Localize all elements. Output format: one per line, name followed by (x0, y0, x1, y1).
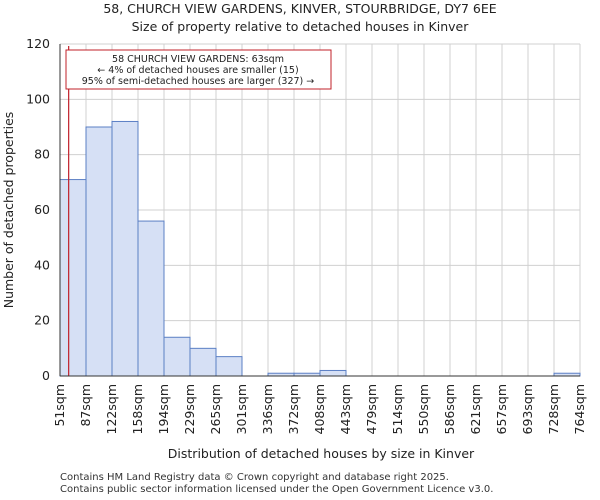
annotation-box: 58 CHURCH VIEW GARDENS: 63sqm ← 4% of de… (65, 49, 332, 90)
annotation-line-1: 58 CHURCH VIEW GARDENS: 63sqm (112, 54, 284, 65)
x-tick-label: 514sqm (390, 384, 405, 434)
bar (189, 347, 217, 377)
y-tick-label: 20 (34, 313, 50, 328)
x-tick-label: 122sqm (104, 384, 119, 434)
x-axis-label: Distribution of detached houses by size … (168, 446, 475, 461)
y-tick-label: 80 (34, 147, 50, 162)
x-tick-label: 301sqm (234, 384, 249, 434)
footer-attribution-1: Contains HM Land Registry data © Crown c… (60, 472, 449, 483)
x-tick-label: 408sqm (312, 384, 327, 434)
footer-attribution-2: Contains public sector information licen… (60, 484, 494, 495)
grid-lines (59, 43, 581, 377)
y-tick-label: 120 (26, 36, 50, 51)
y-axis-label: Number of detached properties (1, 112, 16, 309)
y-tick-label: 100 (26, 91, 50, 106)
x-tick-label: 764sqm (572, 384, 587, 434)
annotation-line-3: 95% of semi-detached houses are larger (… (82, 76, 315, 87)
x-tick-label: 87sqm (78, 384, 93, 427)
bar (85, 126, 113, 377)
annotation-border (65, 49, 332, 90)
x-tick-label: 229sqm (182, 384, 197, 434)
x-tick-label: 479sqm (364, 384, 379, 434)
bars (59, 120, 581, 377)
axes (59, 44, 580, 377)
x-tick-label: 443sqm (338, 384, 353, 434)
x-tick-label: 51sqm (52, 384, 67, 427)
bar (111, 120, 139, 377)
x-tick-label: 372sqm (286, 384, 301, 434)
bar (59, 179, 87, 377)
bar (215, 356, 243, 377)
x-tick-label: 158sqm (130, 384, 145, 434)
x-tick-label: 265sqm (208, 384, 223, 434)
bar (319, 369, 347, 377)
bar (137, 220, 165, 377)
x-tick-label: 621sqm (468, 384, 483, 434)
x-tick-label: 586sqm (442, 384, 457, 434)
x-tick-label: 336sqm (260, 384, 275, 434)
x-tick-label: 657sqm (494, 384, 509, 434)
x-tick-label: 550sqm (416, 384, 431, 434)
chart-subtitle: Size of property relative to detached ho… (132, 19, 470, 34)
bar (163, 336, 191, 377)
y-tick-label: 60 (34, 202, 50, 217)
x-tick-label: 693sqm (520, 384, 535, 434)
x-tick-labels: 51sqm 87sqm 122sqm 158sqm 194sqm 229sqm 265sqm… (52, 384, 587, 434)
y-tick-label: 40 (34, 257, 50, 272)
annotation-line-2: ← 4% of detached houses are smaller (15) (97, 65, 298, 76)
x-tick-label: 728sqm (546, 384, 561, 434)
y-tick-labels: 0 20 40 60 80 100 120 (26, 36, 50, 383)
chart-title: 58, CHURCH VIEW GARDENS, KINVER, STOURBR… (103, 1, 496, 16)
y-tick-label: 0 (42, 368, 50, 383)
x-tick-label: 194sqm (156, 384, 171, 434)
